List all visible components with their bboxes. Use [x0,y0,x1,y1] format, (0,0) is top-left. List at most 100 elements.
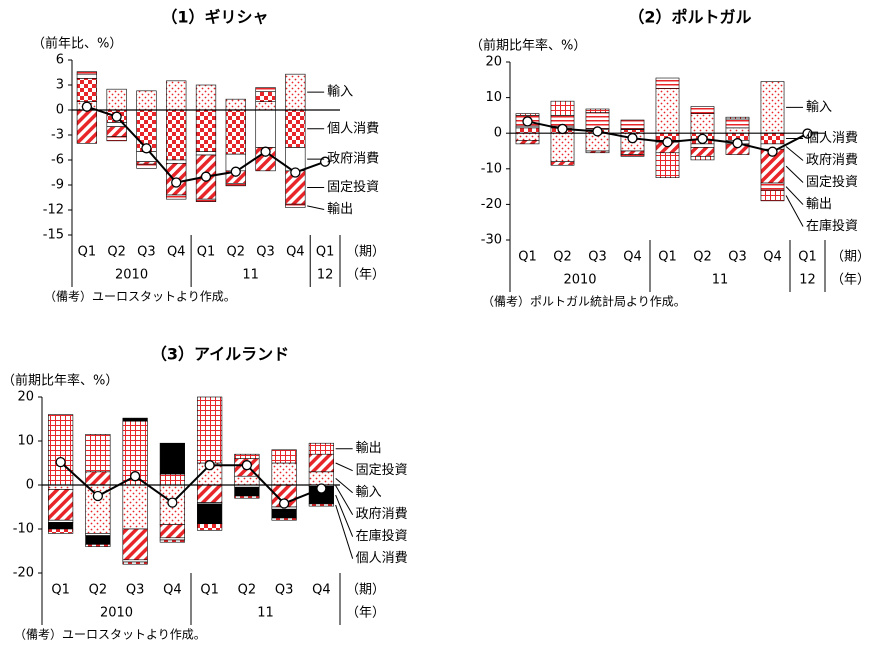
y-tick-label: -10 [13,522,34,537]
bar-segment [655,88,680,134]
bar-segment [234,486,260,497]
bar-segment [106,126,127,137]
bar-segment [225,183,246,187]
bar-segment [136,161,157,165]
bar-segment [197,503,223,525]
x-tick-label: Q1 [658,250,677,265]
bar-segment [690,147,715,157]
year-label: 11 [242,268,259,283]
line-marker [627,133,638,144]
bar-segment [620,154,645,157]
line-marker [557,123,568,135]
bar-segment [195,84,217,111]
x-tick-label: Q2 [693,250,712,265]
bar-segment [48,528,74,534]
legend-label: 在庫投資 [806,218,858,234]
bar-segment [550,132,575,162]
year-label: 12 [317,268,334,283]
bar-segment [76,73,98,79]
legend-label: 個人消費 [356,551,408,566]
y-tick-label: 6 [56,53,64,68]
x-tick-label: Q1 [51,583,70,598]
y-tick-label: 20 [17,390,34,405]
bar-segment [166,159,187,164]
year-label: 11 [712,273,729,288]
line-marker [200,171,212,182]
y-tick-label: 3 [56,78,64,93]
bar-segment [85,434,111,473]
legend-label: 輸入 [356,485,382,500]
x-axis-label: （期） [831,250,870,265]
line-marker [802,128,813,139]
bar-segment [225,98,246,111]
legend-label: 輸入 [806,100,832,115]
bar-segment [760,189,785,202]
year-label: 2010 [563,273,596,288]
callout-arrow [307,205,325,210]
x-tick-label: Q4 [163,583,182,598]
line-marker [290,167,301,178]
bar-segment [234,475,260,486]
bar-segment [85,535,111,545]
bar-segment [225,109,246,155]
bar-segment [85,544,111,547]
x-tick-label: Q2 [553,250,572,265]
callout-arrow [335,485,354,515]
year-label: 11 [257,606,274,621]
callout-arrow [335,462,353,472]
x-tick-label: Q1 [200,583,219,598]
legend-label: 固定投資 [356,462,408,478]
x-tick-label: Q4 [763,250,782,265]
x-tick-label: Q3 [728,250,747,265]
callout-arrow [785,165,804,183]
callout-arrow [785,195,804,227]
y-axis-label: （前年比、%） [32,36,122,52]
legend-label: 輸出 [806,197,832,212]
bar-segment [620,150,645,155]
bar-segment [76,78,98,102]
legend-label: 個人消費 [327,121,379,136]
x-tick-label: Q1 [197,245,216,260]
bar-segment [515,113,540,116]
bar-segment [48,414,74,486]
bar-segment [285,73,306,111]
bar-segment [159,442,185,475]
bar-segment [195,198,217,202]
x-tick-label: Q2 [227,245,246,260]
callout-arrow [335,494,354,537]
bar-segment [159,524,185,539]
y-tick-label: -15 [43,228,64,243]
y-axis-label: （前期比年率、%） [470,38,586,54]
line-marker [171,177,182,188]
x-tick-label: Q2 [89,583,108,598]
year-axis-label: （年） [346,268,385,283]
bar-segment [585,108,610,113]
line-marker [278,498,290,509]
chart-title: （3）アイルランド [151,345,289,364]
y-tick-label: -12 [43,203,64,218]
line-marker [111,111,122,122]
callout-arrow [335,478,353,494]
y-tick-label: -3 [51,128,64,143]
legend-label: 固定投資 [806,174,858,190]
callout-arrow [785,186,804,205]
bar-segment [585,150,610,154]
bar-segment [515,132,540,141]
bar-segment [550,100,575,116]
bar-segment [308,442,334,455]
bar-segment [76,71,98,75]
bar-segment [159,539,185,543]
line-marker [129,471,141,482]
x-tick-label: Q4 [312,583,331,598]
legend-label: 政府消費 [356,507,408,522]
bar-segment [106,136,127,142]
bar-segment [255,109,276,148]
x-tick-label: Q2 [107,245,126,260]
bar-segment [136,163,157,169]
source-note: （備考）ポルトガル統計局より作成。 [482,294,686,309]
line-marker [522,116,533,127]
bar-segment [760,132,785,145]
line-marker [662,136,673,148]
year-axis-label: （年） [346,606,385,621]
